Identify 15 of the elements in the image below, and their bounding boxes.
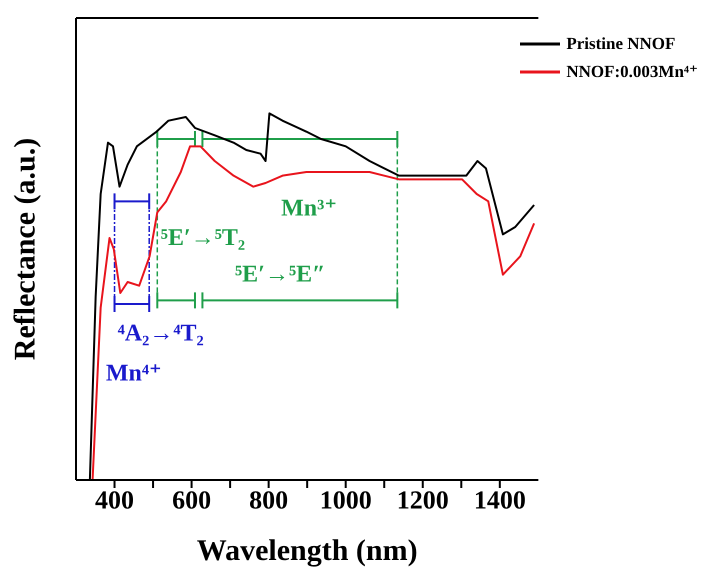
annotation: ⁴A₂→⁴T₂ — [118, 320, 204, 346]
annotation: ⁵E′→⁵T₂ — [160, 225, 246, 251]
x-tick-label: 1200 — [396, 485, 449, 514]
annotation: Mn³⁺ — [281, 196, 338, 222]
annotation: ⁵E′→⁵E″ — [234, 262, 326, 288]
annotation: Mn⁴⁺ — [106, 360, 162, 387]
legend-label: Pristine NNOF — [566, 34, 676, 54]
legend-label: NNOF:0.003Mn⁴⁺ — [566, 62, 698, 82]
x-tick-label: 1000 — [320, 485, 372, 514]
x-tick-label: 1400 — [474, 485, 526, 514]
x-tick-label: 400 — [95, 485, 134, 514]
y-axis-title: Reflectance (a.u.) — [8, 138, 42, 360]
x-tick-label: 800 — [249, 485, 288, 514]
x-axis-title: Wavelength (nm) — [196, 534, 418, 567]
x-tick-label: 600 — [172, 485, 212, 514]
